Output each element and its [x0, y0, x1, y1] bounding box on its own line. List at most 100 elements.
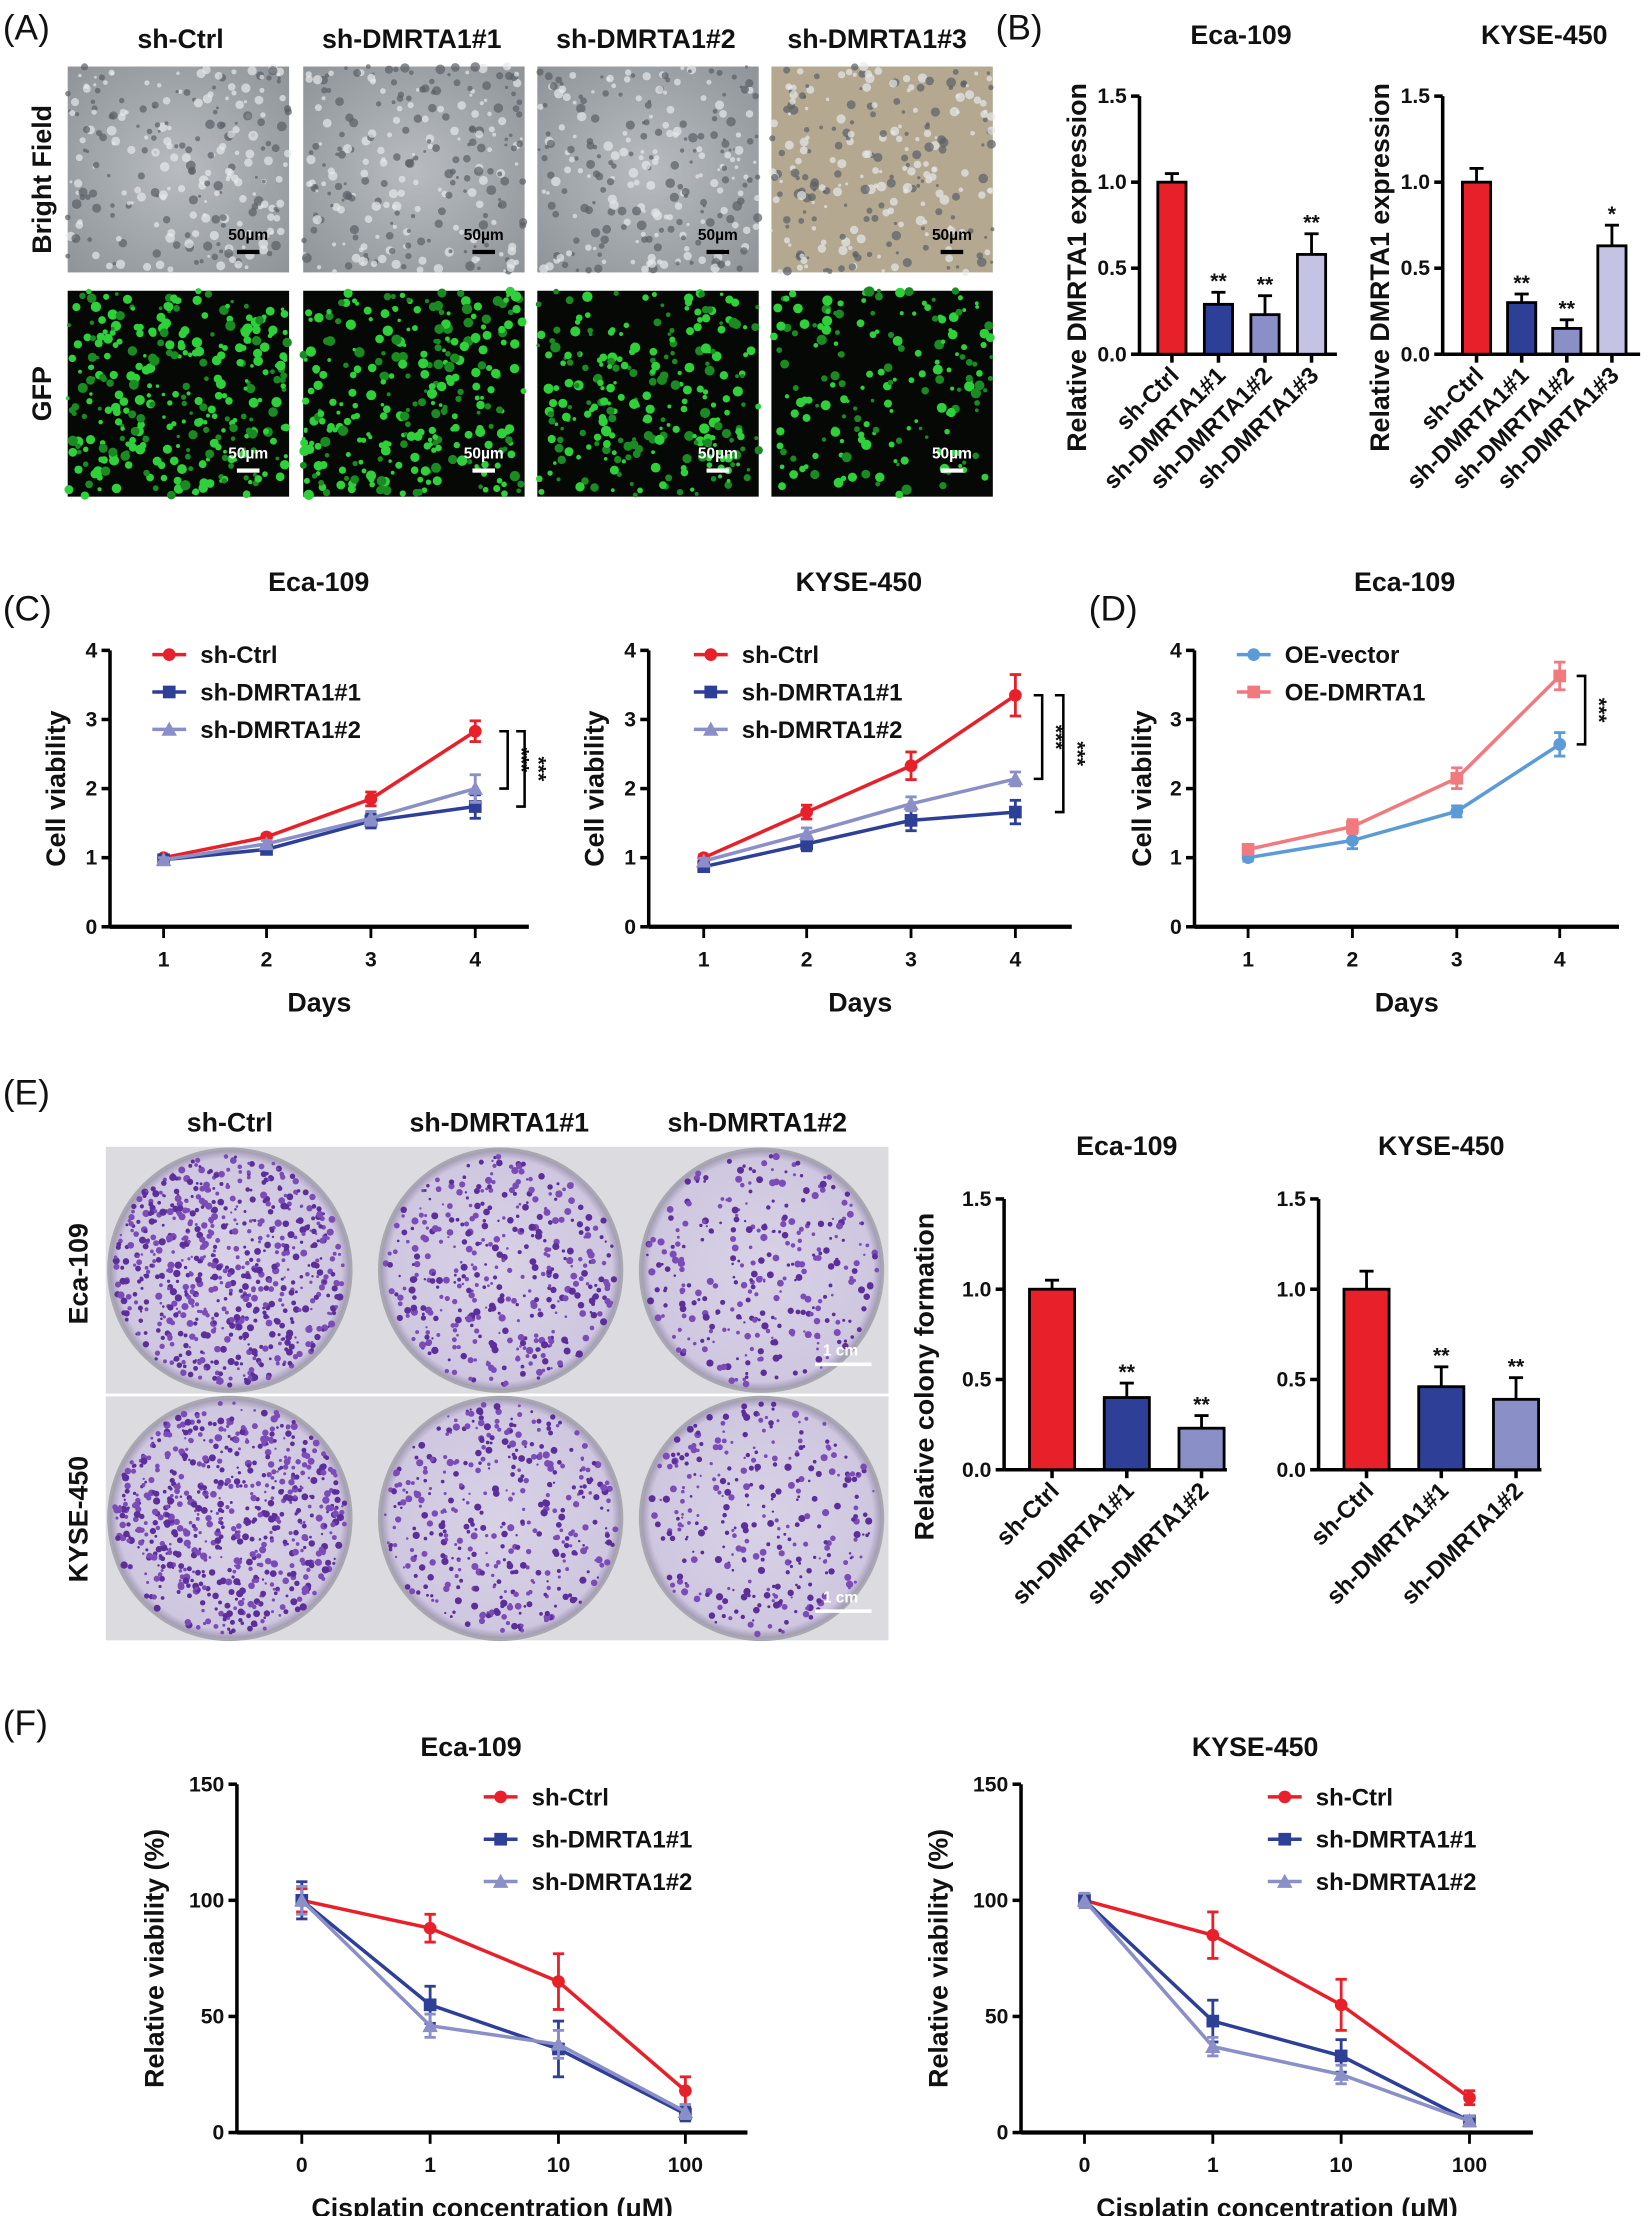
colony: [811, 1306, 815, 1310]
gfp-cell: [710, 476, 717, 482]
colony: [133, 1300, 139, 1305]
colony: [237, 1582, 241, 1586]
cell: [708, 68, 715, 74]
colony: [188, 1346, 191, 1349]
colony: [396, 1239, 400, 1243]
colony: [245, 1187, 250, 1192]
gfp-cell: [593, 433, 602, 441]
colony: [696, 1485, 700, 1489]
colony: [211, 1199, 216, 1205]
colony: [154, 1274, 160, 1280]
cell: [447, 72, 451, 77]
gfp-cell: [320, 436, 331, 447]
colony: [260, 1590, 267, 1597]
gfp-cell: [438, 309, 445, 316]
gfp-cell: [924, 304, 932, 312]
gfp-cell: [376, 476, 387, 486]
gfp-cell: [420, 466, 431, 476]
colony: [831, 1217, 835, 1221]
colony: [189, 1271, 194, 1277]
colony: [215, 1511, 219, 1515]
colony: [263, 1490, 267, 1494]
cell: [917, 73, 928, 83]
colony: [758, 1401, 764, 1407]
colony: [548, 1192, 553, 1196]
colony: [155, 1431, 161, 1437]
colony: [853, 1530, 861, 1539]
cell: [946, 266, 951, 270]
colony: [866, 1282, 874, 1290]
colony: [229, 1437, 234, 1441]
gfp-cell: [681, 398, 688, 405]
gfp-cell: [590, 483, 599, 492]
gfp-cell: [694, 308, 702, 316]
gfp-cell: [803, 464, 809, 470]
colony: [112, 1257, 120, 1265]
colony: [812, 1459, 817, 1464]
colony: [487, 1284, 490, 1288]
colony: [515, 1356, 521, 1362]
gfp-cell: [576, 351, 581, 356]
colony: [507, 1524, 515, 1532]
colony: [817, 1220, 825, 1228]
cell: [341, 198, 345, 202]
colony: [174, 1195, 182, 1202]
cell: [144, 135, 149, 140]
gfp-cell: [802, 414, 811, 422]
gfp-cell: [229, 423, 238, 433]
colony: [514, 1602, 522, 1610]
colony: [418, 1212, 424, 1218]
gfp-cell: [481, 460, 489, 469]
colony: [187, 1239, 191, 1244]
cell: [209, 230, 219, 241]
colony: [198, 1530, 202, 1535]
gfp-cell: [420, 369, 430, 379]
gfp-cell: [962, 460, 967, 465]
colony: [759, 1484, 765, 1490]
cell: [832, 187, 843, 197]
gfp-cell: [671, 358, 678, 365]
cell: [349, 225, 359, 235]
gfp-cell: [369, 481, 375, 488]
colony: [523, 1477, 529, 1484]
gfp-cell: [946, 407, 956, 418]
gfp-cell: [230, 299, 234, 304]
cell: [361, 176, 370, 185]
colony: [509, 1429, 514, 1433]
gfp-cell: [667, 404, 672, 409]
colony: [246, 1170, 251, 1175]
colony: [569, 1447, 574, 1452]
cell: [379, 158, 388, 167]
cell: [457, 101, 466, 110]
cell: [455, 175, 459, 179]
gfp-cell: [594, 441, 600, 447]
gfp-cell: [275, 472, 285, 482]
colony: [135, 1493, 139, 1497]
cell: [695, 239, 702, 246]
colony: [586, 1478, 593, 1485]
colony: [795, 1478, 800, 1483]
gfp-cell: [884, 399, 892, 408]
cell: [91, 109, 97, 115]
colony: [339, 1509, 345, 1515]
cell: [622, 130, 628, 136]
colony: [848, 1278, 855, 1285]
colony: [301, 1447, 307, 1453]
colony: [202, 1621, 207, 1626]
cell: [219, 191, 223, 194]
colony: [453, 1322, 459, 1328]
cell: [722, 92, 726, 97]
gfp-cell: [940, 339, 946, 344]
cell: [970, 130, 975, 136]
cell: [585, 244, 592, 251]
colony: [328, 1320, 336, 1328]
cell: [150, 187, 160, 197]
gfp-cell: [94, 339, 103, 348]
gfp-cell: [556, 477, 561, 482]
cell: [729, 156, 736, 163]
cell: [463, 189, 467, 193]
colony: [203, 1307, 207, 1311]
gfp-cell: [710, 402, 717, 408]
cell: [385, 232, 394, 240]
colony: [163, 1431, 170, 1438]
